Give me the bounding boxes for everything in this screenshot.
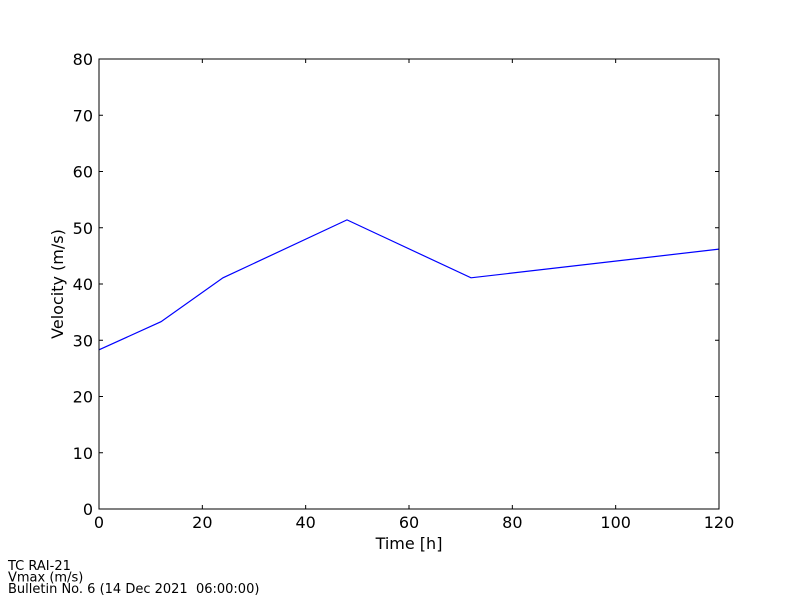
y-tick-label: 80 (73, 50, 93, 69)
x-tick-label: 60 (399, 513, 419, 532)
x-tick-label: 80 (502, 513, 522, 532)
y-tick-label: 50 (73, 219, 93, 238)
y-tick-label: 10 (73, 444, 93, 463)
y-tick-label: 60 (73, 163, 93, 182)
footer-note: TC RAI-21 (7, 559, 71, 574)
data-line (98, 219, 720, 351)
y-tick-label: 0 (83, 500, 93, 519)
x-tick-label: 0 (94, 513, 104, 532)
x-tick-label: 120 (704, 513, 735, 532)
plot-frame (98, 58, 720, 510)
footer-note: Vmax (m/s) (8, 571, 83, 586)
x-tick-label: 40 (295, 513, 315, 532)
y-tick-label: 30 (73, 331, 93, 350)
y-tick-label: 20 (73, 388, 93, 407)
x-axis-label: Time [h] (375, 534, 443, 553)
footer-note: Bulletin No. 6 (14 Dec 2021 06:00:00) (8, 582, 259, 597)
y-tick-label: 40 (73, 275, 93, 294)
y-tick-label: 70 (73, 106, 93, 125)
y-axis-label: Velocity (m/s) (48, 229, 67, 339)
x-tick-label: 20 (192, 513, 212, 532)
x-tick-label: 100 (600, 513, 631, 532)
